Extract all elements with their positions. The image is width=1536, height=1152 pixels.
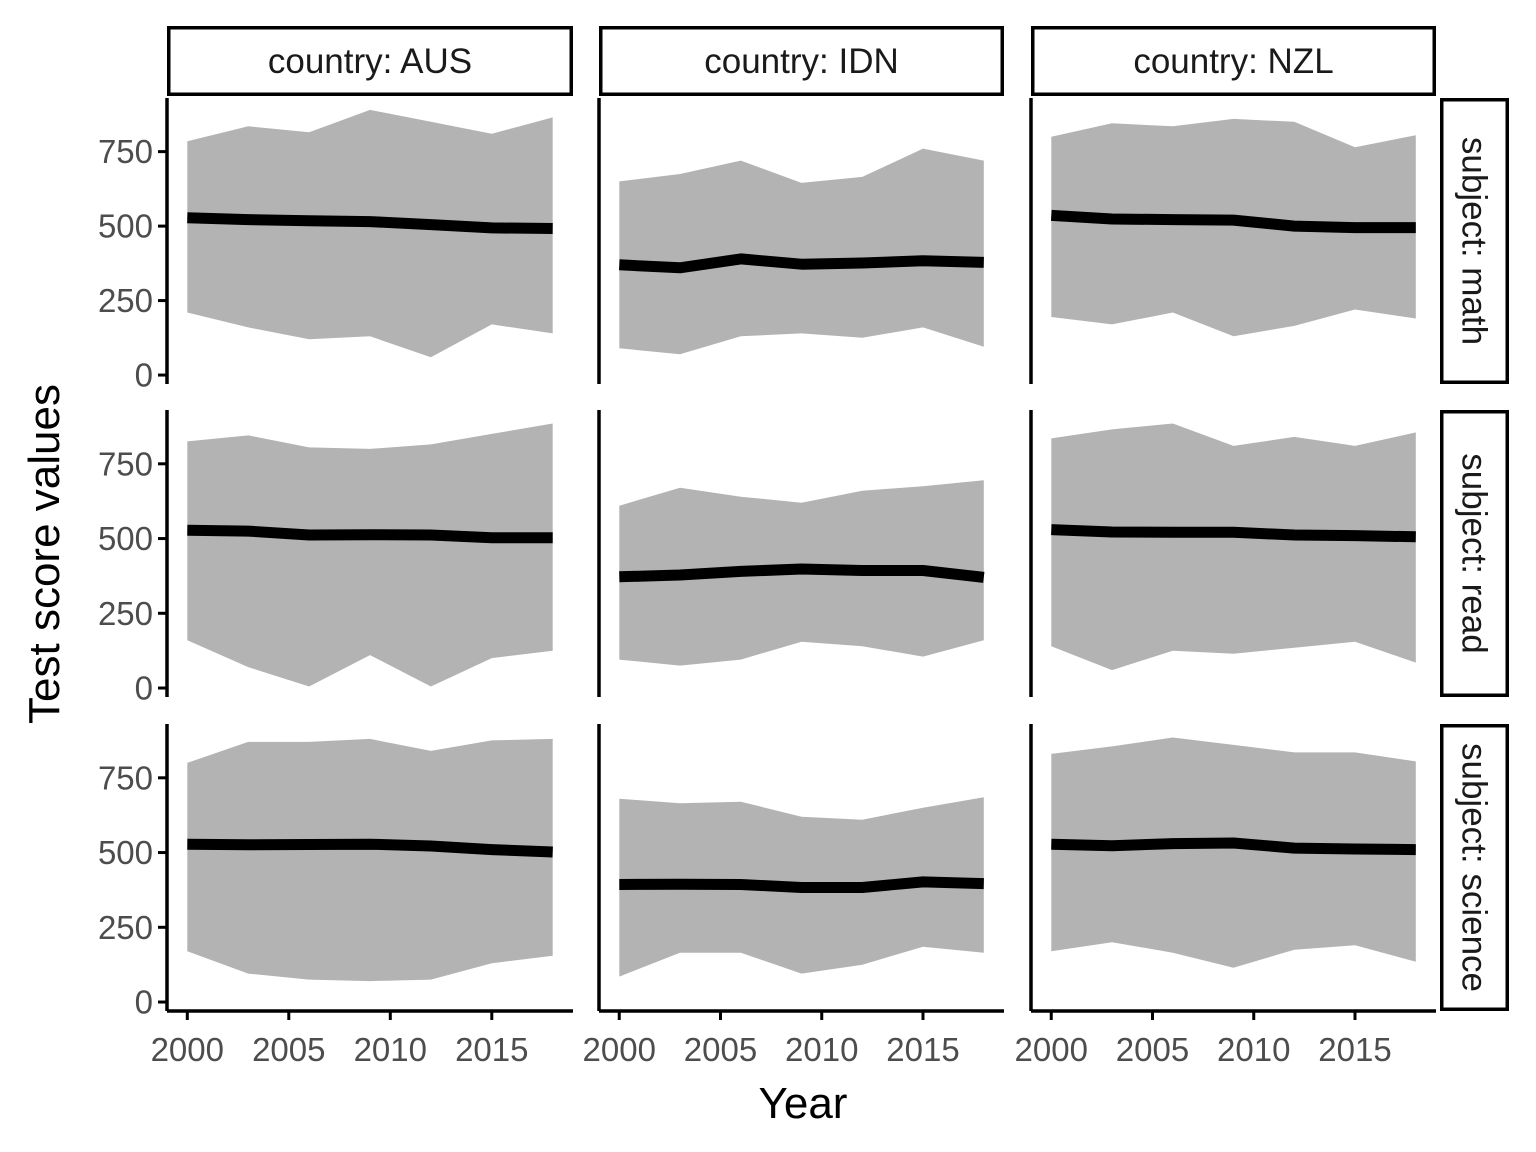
x-tick-label: 2005 — [1116, 1031, 1189, 1068]
y-axis-title: Test score values — [20, 384, 69, 724]
x-tick-label: 2010 — [785, 1031, 858, 1068]
column-strips: country: AUS country: IDN country: NZL — [167, 26, 1436, 96]
y-axes: 0 250 500 750 0 250 500 750 0 250 500 750 — [98, 98, 1033, 1021]
panel — [619, 480, 985, 666]
column-strip-label: country: IDN — [704, 42, 899, 81]
x-tick-label: 2010 — [1217, 1031, 1290, 1068]
y-tick-label: 0 — [135, 357, 153, 394]
panel — [187, 423, 553, 687]
row-strip-label: subject: science — [1455, 743, 1494, 992]
y-tick-label: 500 — [98, 208, 153, 245]
row-strip-label: subject: read — [1455, 453, 1494, 653]
confidence-band — [1051, 737, 1416, 968]
panel — [187, 738, 553, 982]
panel — [187, 109, 553, 358]
mean-line — [1051, 837, 1416, 856]
column-strip: country: AUS — [167, 26, 573, 96]
y-tick-label: 0 — [135, 670, 153, 707]
x-tick-label: 2015 — [455, 1031, 528, 1068]
column-strip-box — [1031, 26, 1436, 96]
x-tick-label: 2015 — [1318, 1031, 1391, 1068]
panel — [619, 148, 984, 355]
x-axes: 2000 2005 2010 2015 2000 2005 2010 2015 2000 2005… — [151, 1009, 1436, 1068]
column-strip-box — [167, 26, 573, 96]
row-strip-box — [1440, 98, 1509, 384]
y-tick-label: 250 — [98, 595, 153, 632]
x-tick-label: 2005 — [252, 1031, 325, 1068]
mean-line — [619, 563, 985, 583]
y-tick-label: 250 — [98, 282, 153, 319]
column-strip: country: NZL — [1031, 26, 1436, 96]
row-strip-box — [1440, 410, 1509, 697]
x-tick-label: 2000 — [151, 1031, 224, 1068]
x-tick-label: 2015 — [886, 1031, 959, 1068]
row-strip-label: subject: math — [1455, 137, 1494, 345]
mean-line — [187, 524, 553, 544]
column-strip: country: IDN — [599, 26, 1004, 96]
mean-line — [187, 212, 553, 234]
row-strips: subject: math subject: read subject: scien… — [1440, 98, 1509, 1011]
mean-line — [619, 876, 984, 893]
row-strip: subject: science — [1440, 724, 1509, 1011]
x-axis-title: Year — [759, 1079, 848, 1128]
column-strip-label: country: NZL — [1133, 42, 1333, 81]
row-strip-box — [1440, 724, 1509, 1011]
mean-line — [1051, 524, 1416, 543]
x-tick-label: 2005 — [684, 1031, 757, 1068]
y-tick-label: 750 — [98, 445, 153, 482]
mean-line — [619, 253, 984, 274]
row-strip: subject: math — [1440, 98, 1509, 384]
panel — [619, 797, 984, 977]
confidence-band — [187, 423, 553, 687]
mean-line — [187, 838, 553, 858]
y-tick-label: 500 — [98, 834, 153, 871]
y-tick-label: 750 — [98, 133, 153, 170]
column-strip-label: country: AUS — [268, 42, 472, 81]
confidence-band — [187, 738, 553, 982]
column-strip-box — [599, 26, 1004, 96]
confidence-band — [1051, 118, 1416, 337]
y-tick-label: 250 — [98, 909, 153, 946]
y-tick-label: 750 — [98, 759, 153, 796]
y-tick-label: 0 — [135, 984, 153, 1021]
panel — [1050, 118, 1416, 337]
x-tick-label: 2000 — [1015, 1031, 1088, 1068]
x-tick-label: 2000 — [583, 1031, 656, 1068]
confidence-band — [187, 109, 553, 358]
panels — [187, 109, 1416, 982]
x-tick-label: 2010 — [354, 1031, 427, 1068]
row-strip: subject: read — [1440, 410, 1509, 697]
panel — [1051, 423, 1416, 671]
confidence-band — [1051, 423, 1416, 671]
y-tick-label: 500 — [98, 520, 153, 557]
mean-line — [1050, 209, 1416, 234]
panel — [1051, 737, 1416, 968]
confidence-band — [619, 148, 984, 355]
